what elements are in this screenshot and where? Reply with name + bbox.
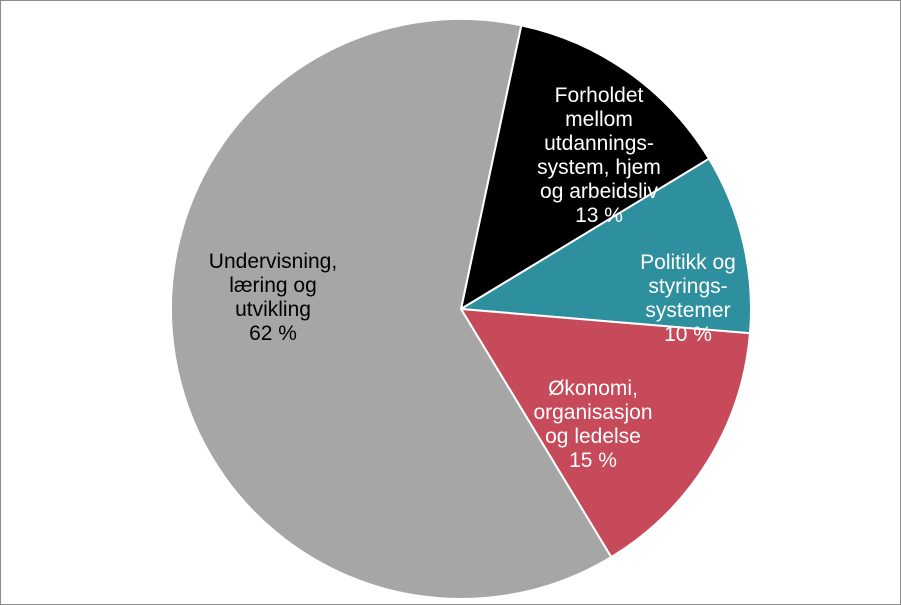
pie-slice-label-1: Politikk og styrings-systemer 10 % <box>640 251 736 346</box>
pie-slice-label-line: Økonomi, <box>548 377 638 400</box>
pie-slice-label-3: Undervisning, læring og utvikling 62 % <box>209 250 337 345</box>
pie-slice-0 <box>459 24 711 312</box>
pie-slice-label-line: utvikling <box>235 298 311 321</box>
pie-slice-value: 10 % <box>664 323 712 346</box>
pie-slice-label-line: Politikk og <box>640 251 736 274</box>
pie-slice-value: 15 % <box>569 449 617 472</box>
pie-slice-label-line: system, hjem <box>537 156 661 179</box>
pie-slice-value: 13 % <box>575 204 623 227</box>
pie-slice-label-line: og arbeidsliv <box>540 180 658 203</box>
pie-slice-label-0: Forholdet mellom utdannings-system, hjem og… <box>537 84 661 227</box>
pie-slice-label-line: utdannings- <box>544 132 654 155</box>
pie-slice-label-line: mellom <box>565 108 633 131</box>
pie-slice-label-line: læring og <box>229 274 317 297</box>
pie-slice-label-line: systemer <box>645 299 730 322</box>
pie-slice-label-line: og ledelse <box>545 425 641 448</box>
pie-slice-label-line: organisasjon <box>533 401 652 424</box>
pie-slice-label-line: styrings- <box>648 275 727 298</box>
pie-slice-1 <box>457 157 752 335</box>
pie-slice-label-line: Undervisning, <box>209 250 337 273</box>
pie-slice-label-2: Økonomi, organisasjon og ledelse 15 % <box>533 377 652 472</box>
pie-slice-2 <box>459 307 752 559</box>
pie-slice-value: 62 % <box>249 322 297 345</box>
pie-slice-label-line: Forholdet <box>555 84 644 107</box>
pie-slice-3 <box>170 18 613 600</box>
